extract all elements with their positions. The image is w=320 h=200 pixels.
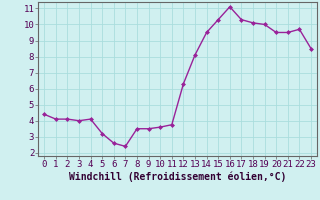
X-axis label: Windchill (Refroidissement éolien,°C): Windchill (Refroidissement éolien,°C) xyxy=(69,172,286,182)
